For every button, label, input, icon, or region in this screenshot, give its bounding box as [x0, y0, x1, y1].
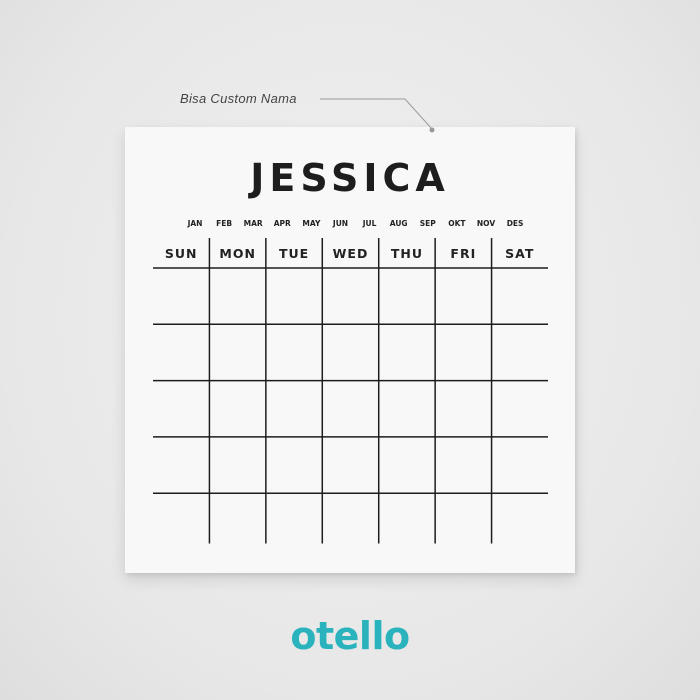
calendar-name: JESSICA	[250, 156, 450, 200]
day-header-sun: SUN	[164, 246, 198, 261]
callout-label: Bisa Custom Nama	[180, 91, 297, 106]
month-jan: JAN	[187, 219, 203, 228]
otello-logo: otello	[290, 614, 410, 658]
calendar-board	[125, 127, 575, 573]
month-des: DES	[506, 219, 524, 228]
month-okt: OKT	[448, 219, 466, 228]
month-feb: FEB	[216, 219, 233, 228]
day-header-fri: FRI	[450, 246, 477, 261]
month-nov: NOV	[476, 219, 496, 228]
month-may: MAY	[302, 219, 321, 228]
month-aug: AUG	[389, 219, 408, 228]
day-header-wed: WED	[332, 246, 369, 261]
month-jul: JUL	[362, 219, 377, 228]
month-mar: MAR	[243, 219, 263, 228]
day-header-mon: MON	[219, 246, 256, 261]
day-header-sat: SAT	[505, 246, 535, 261]
month-jun: JUN	[332, 219, 349, 228]
day-header-tue: TUE	[278, 246, 310, 261]
month-sep: SEP	[419, 219, 436, 228]
month-apr: APR	[273, 219, 291, 228]
day-header-thu: THU	[390, 246, 423, 261]
